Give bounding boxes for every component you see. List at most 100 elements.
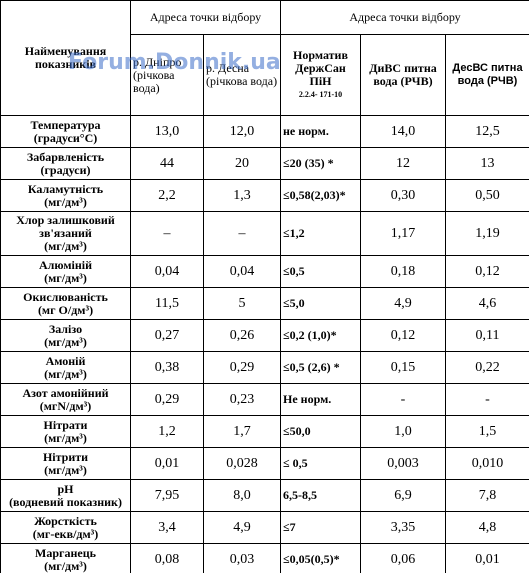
norm-cell: ≤0,5 — [280, 255, 361, 288]
value-cell: 1,5 — [444, 415, 529, 448]
norm-cell: ≤0,05(0,5)* — [280, 543, 361, 573]
parameter: Нітрати — [43, 417, 88, 432]
value-cell: - — [444, 383, 529, 416]
header-col: ДесВС питна вода (РЧВ) — [444, 34, 529, 116]
value-cell: 5 — [203, 287, 281, 320]
parameter: Каламутність — [27, 181, 104, 196]
header-group: Адреса точки відбору — [130, 0, 281, 35]
unit: (мг/дм³) — [44, 334, 87, 349]
value-cell: 14,0 — [360, 115, 446, 148]
parameter: Окислюваність — [23, 289, 108, 304]
row-name: Нітрати (мг/дм³) — [0, 415, 131, 448]
unit: (мг/дм³) — [44, 558, 87, 573]
unit: (мг-екв/дм³) — [32, 526, 99, 541]
unit: (мг/дм³) — [44, 366, 87, 381]
parameter: Залізо — [48, 321, 83, 336]
row-name: Хлор залишковий зв'язаний (мг/дм³) — [0, 211, 131, 256]
row-name: Забарвленість (градуси) — [0, 147, 131, 180]
row-name: Азот амонійний (мгN/дм³) — [0, 383, 131, 416]
value-cell: 3,4 — [130, 511, 204, 544]
norm-cell: ≤50,0 — [280, 415, 361, 448]
value-cell: 0,08 — [130, 543, 204, 573]
value-cell: 1,17 — [360, 211, 446, 256]
table-body: Температура (градуси°С) 13,0 12,0 не норм. 14… — [0, 115, 529, 573]
unit: (градуси) — [40, 162, 91, 177]
table-row: Каламутність (мг/дм³) 2,2 1,3 ≤0,58(2,03)* 0,… — [0, 179, 529, 212]
value-cell: 0,01 — [130, 447, 204, 480]
unit: (мг О/дм³) — [37, 302, 94, 317]
parameter: pH — [57, 481, 74, 496]
value-cell: 0,03 — [203, 543, 281, 573]
value-cell: 0,04 — [130, 255, 204, 288]
value-cell: – — [203, 211, 281, 256]
table-row: Азот амонійний (мгN/дм³) 0,29 0,23 Не норм. -… — [0, 383, 529, 416]
value-cell: 0,12 — [360, 319, 446, 352]
unit: (мг/дм³) — [44, 239, 87, 253]
parameter: Хлор залишковий зв'язаний — [16, 213, 115, 240]
row-name: Жорсткість (мг-екв/дм³) — [0, 511, 131, 544]
value-cell: 0,003 — [360, 447, 446, 480]
value-cell: 0,27 — [130, 319, 204, 352]
header-name: Найменування показників — [0, 0, 131, 116]
unit: (градуси°С) — [33, 130, 98, 145]
table-row: Алюміній (мг/дм³) 0,04 0,04 ≤0,5 0,18 0,12 — [0, 255, 529, 288]
value-cell: 0,30 — [360, 179, 446, 212]
value-cell: 0,50 — [444, 179, 529, 212]
norm-cell: ≤0,58(2,03)* — [280, 179, 361, 212]
value-cell: 0,01 — [444, 543, 529, 573]
value-cell: 0,38 — [130, 351, 204, 384]
table-row: Нітрити (мг/дм³) 0,01 0,028 ≤ 0,5 0,003 0,010 — [0, 447, 529, 480]
unit: (водневий показник) — [9, 494, 122, 509]
norm-cell: ≤7 — [280, 511, 361, 544]
value-cell: 2,2 — [130, 179, 204, 212]
norm-cell: ≤5,0 — [280, 287, 361, 320]
unit: (мг/дм³) — [44, 462, 87, 477]
value-cell: 0,23 — [203, 383, 281, 416]
table-row: Температура (градуси°С) 13,0 12,0 не норм. 14… — [0, 115, 529, 148]
value-cell: – — [130, 211, 204, 256]
value-cell: 4,8 — [444, 511, 529, 544]
parameter: Марганець — [35, 545, 96, 560]
table-row: Хлор залишковий зв'язаний (мг/дм³) – – ≤1,2 1… — [0, 211, 529, 256]
unit: (мгN/дм³) — [39, 398, 92, 413]
norm-cell: ≤ 0,5 — [280, 447, 361, 480]
value-cell: 12 — [360, 147, 446, 180]
norm-cell: ≤20 (35) * — [280, 147, 361, 180]
value-cell: 12,0 — [203, 115, 281, 148]
table-row: Окислюваність (мг О/дм³) 11,5 5 ≤5,0 4,9 4,6 — [0, 287, 529, 320]
value-cell: 7,8 — [444, 479, 529, 512]
norm-cell: ≤0,2 (1,0)* — [280, 319, 361, 352]
parameter: Азот амонійний — [22, 385, 109, 400]
parameter: Жорсткість — [34, 513, 97, 528]
row-name: Нітрити (мг/дм³) — [0, 447, 131, 480]
header-col: р. Десна (річкова вода) — [203, 34, 281, 116]
value-cell: 6,9 — [360, 479, 446, 512]
value-cell: 7,95 — [130, 479, 204, 512]
norm-cell: Не норм. — [280, 383, 361, 416]
norm-code: 2.2.4- 171-10 — [298, 90, 343, 99]
table-row: Амоній (мг/дм³) 0,38 0,29 ≤0,5 (2,6) * 0,15 0,… — [0, 351, 529, 384]
value-cell: 13,0 — [130, 115, 204, 148]
value-cell: 11,5 — [130, 287, 204, 320]
value-cell: 8,0 — [203, 479, 281, 512]
value-cell: 0,22 — [444, 351, 529, 384]
table-row: Залізо (мг/дм³) 0,27 0,26 ≤0,2 (1,0)* 0,12 0,1… — [0, 319, 529, 352]
value-cell: 0,26 — [203, 319, 281, 352]
row-name: Каламутність (мг/дм³) — [0, 179, 131, 212]
header-row: р. Дніпро (річкова вода) р. Десна (річко… — [1, 34, 529, 116]
value-cell: 1,7 — [203, 415, 281, 448]
unit: (мг/дм³) — [44, 430, 87, 445]
row-name: Марганець (мг/дм³) — [0, 543, 131, 573]
value-cell: 0,11 — [444, 319, 529, 352]
row-name: Окислюваність (мг О/дм³) — [0, 287, 131, 320]
row-name: Температура (градуси°С) — [0, 115, 131, 148]
table-row: Забарвленість (градуси) 44 20 ≤20 (35) * 12 13 — [0, 147, 529, 180]
table-row: pH (водневий показник) 7,95 8,0 6,5-8,5 6,9 7,… — [0, 479, 529, 512]
norm-cell: не норм. — [280, 115, 361, 148]
value-cell: 13 — [444, 147, 529, 180]
value-cell: 1,19 — [444, 211, 529, 256]
unit: (мг/дм³) — [44, 194, 87, 209]
header-row: Найменування показників Адреса точки від… — [0, 0, 529, 116]
value-cell: 1,2 — [130, 415, 204, 448]
value-cell: 1,0 — [360, 415, 446, 448]
